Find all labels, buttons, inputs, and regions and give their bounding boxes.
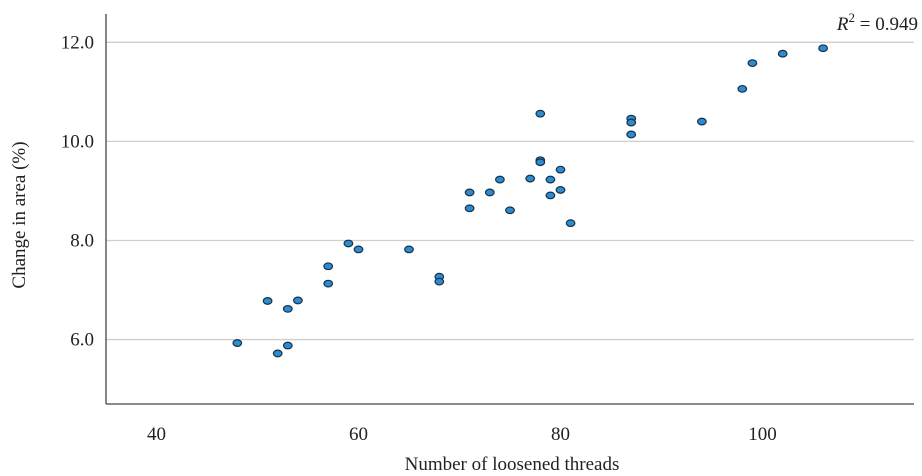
- data-point: [777, 49, 788, 58]
- r-squared-annotation: R2 = 0.949: [836, 10, 918, 35]
- r-squared-value: = 0.949: [855, 14, 918, 35]
- axes: [105, 14, 914, 405]
- data-point: [343, 239, 354, 248]
- data-point: [464, 204, 475, 213]
- data-point: [535, 158, 546, 167]
- data-point: [555, 186, 566, 194]
- data-point: [818, 44, 828, 53]
- data-point: [545, 175, 556, 184]
- data-point: [495, 175, 505, 184]
- data-point: [464, 188, 475, 197]
- data-point: [282, 341, 293, 350]
- data-point: [737, 84, 748, 93]
- y-axis-title: Change in area (%): [9, 141, 30, 288]
- data-point: [323, 262, 334, 271]
- x-tick-label: 100: [748, 424, 777, 445]
- data-point: [282, 304, 293, 313]
- data-point: [272, 349, 283, 358]
- y-tick-label: 12.0: [61, 32, 94, 53]
- data-point: [697, 117, 707, 126]
- y-tick-label: 10.0: [61, 131, 94, 152]
- data-point: [626, 130, 637, 139]
- data-point: [535, 109, 546, 118]
- x-tick-label: 40: [147, 424, 166, 445]
- r-squared-exponent: 2: [849, 10, 856, 25]
- data-point: [555, 165, 566, 174]
- data-point: [434, 277, 445, 286]
- data-point: [525, 174, 536, 183]
- data-point: [505, 206, 515, 215]
- x-axis-title: Number of loosened threads: [405, 454, 620, 475]
- y-tick-label: 6.0: [70, 330, 94, 351]
- data-point: [484, 188, 495, 197]
- x-tick-label: 60: [349, 424, 368, 445]
- gridlines: [106, 41, 914, 341]
- data-point: [404, 245, 414, 254]
- data-point: [353, 245, 364, 254]
- data-point: [323, 279, 334, 288]
- r-squared-variable: R: [836, 14, 849, 35]
- data-point: [565, 219, 576, 228]
- data-point: [545, 191, 556, 200]
- data-point: [262, 297, 273, 305]
- data-point: [232, 339, 243, 347]
- data-point: [626, 118, 637, 127]
- data-points: [232, 44, 828, 358]
- x-tick-label: 80: [551, 424, 570, 445]
- tick-labels: 6.0 8.0 10.0 12.0 40 60 80 100: [61, 32, 777, 445]
- y-tick-label: 8.0: [70, 230, 94, 251]
- data-point: [293, 296, 303, 305]
- data-point: [747, 59, 758, 68]
